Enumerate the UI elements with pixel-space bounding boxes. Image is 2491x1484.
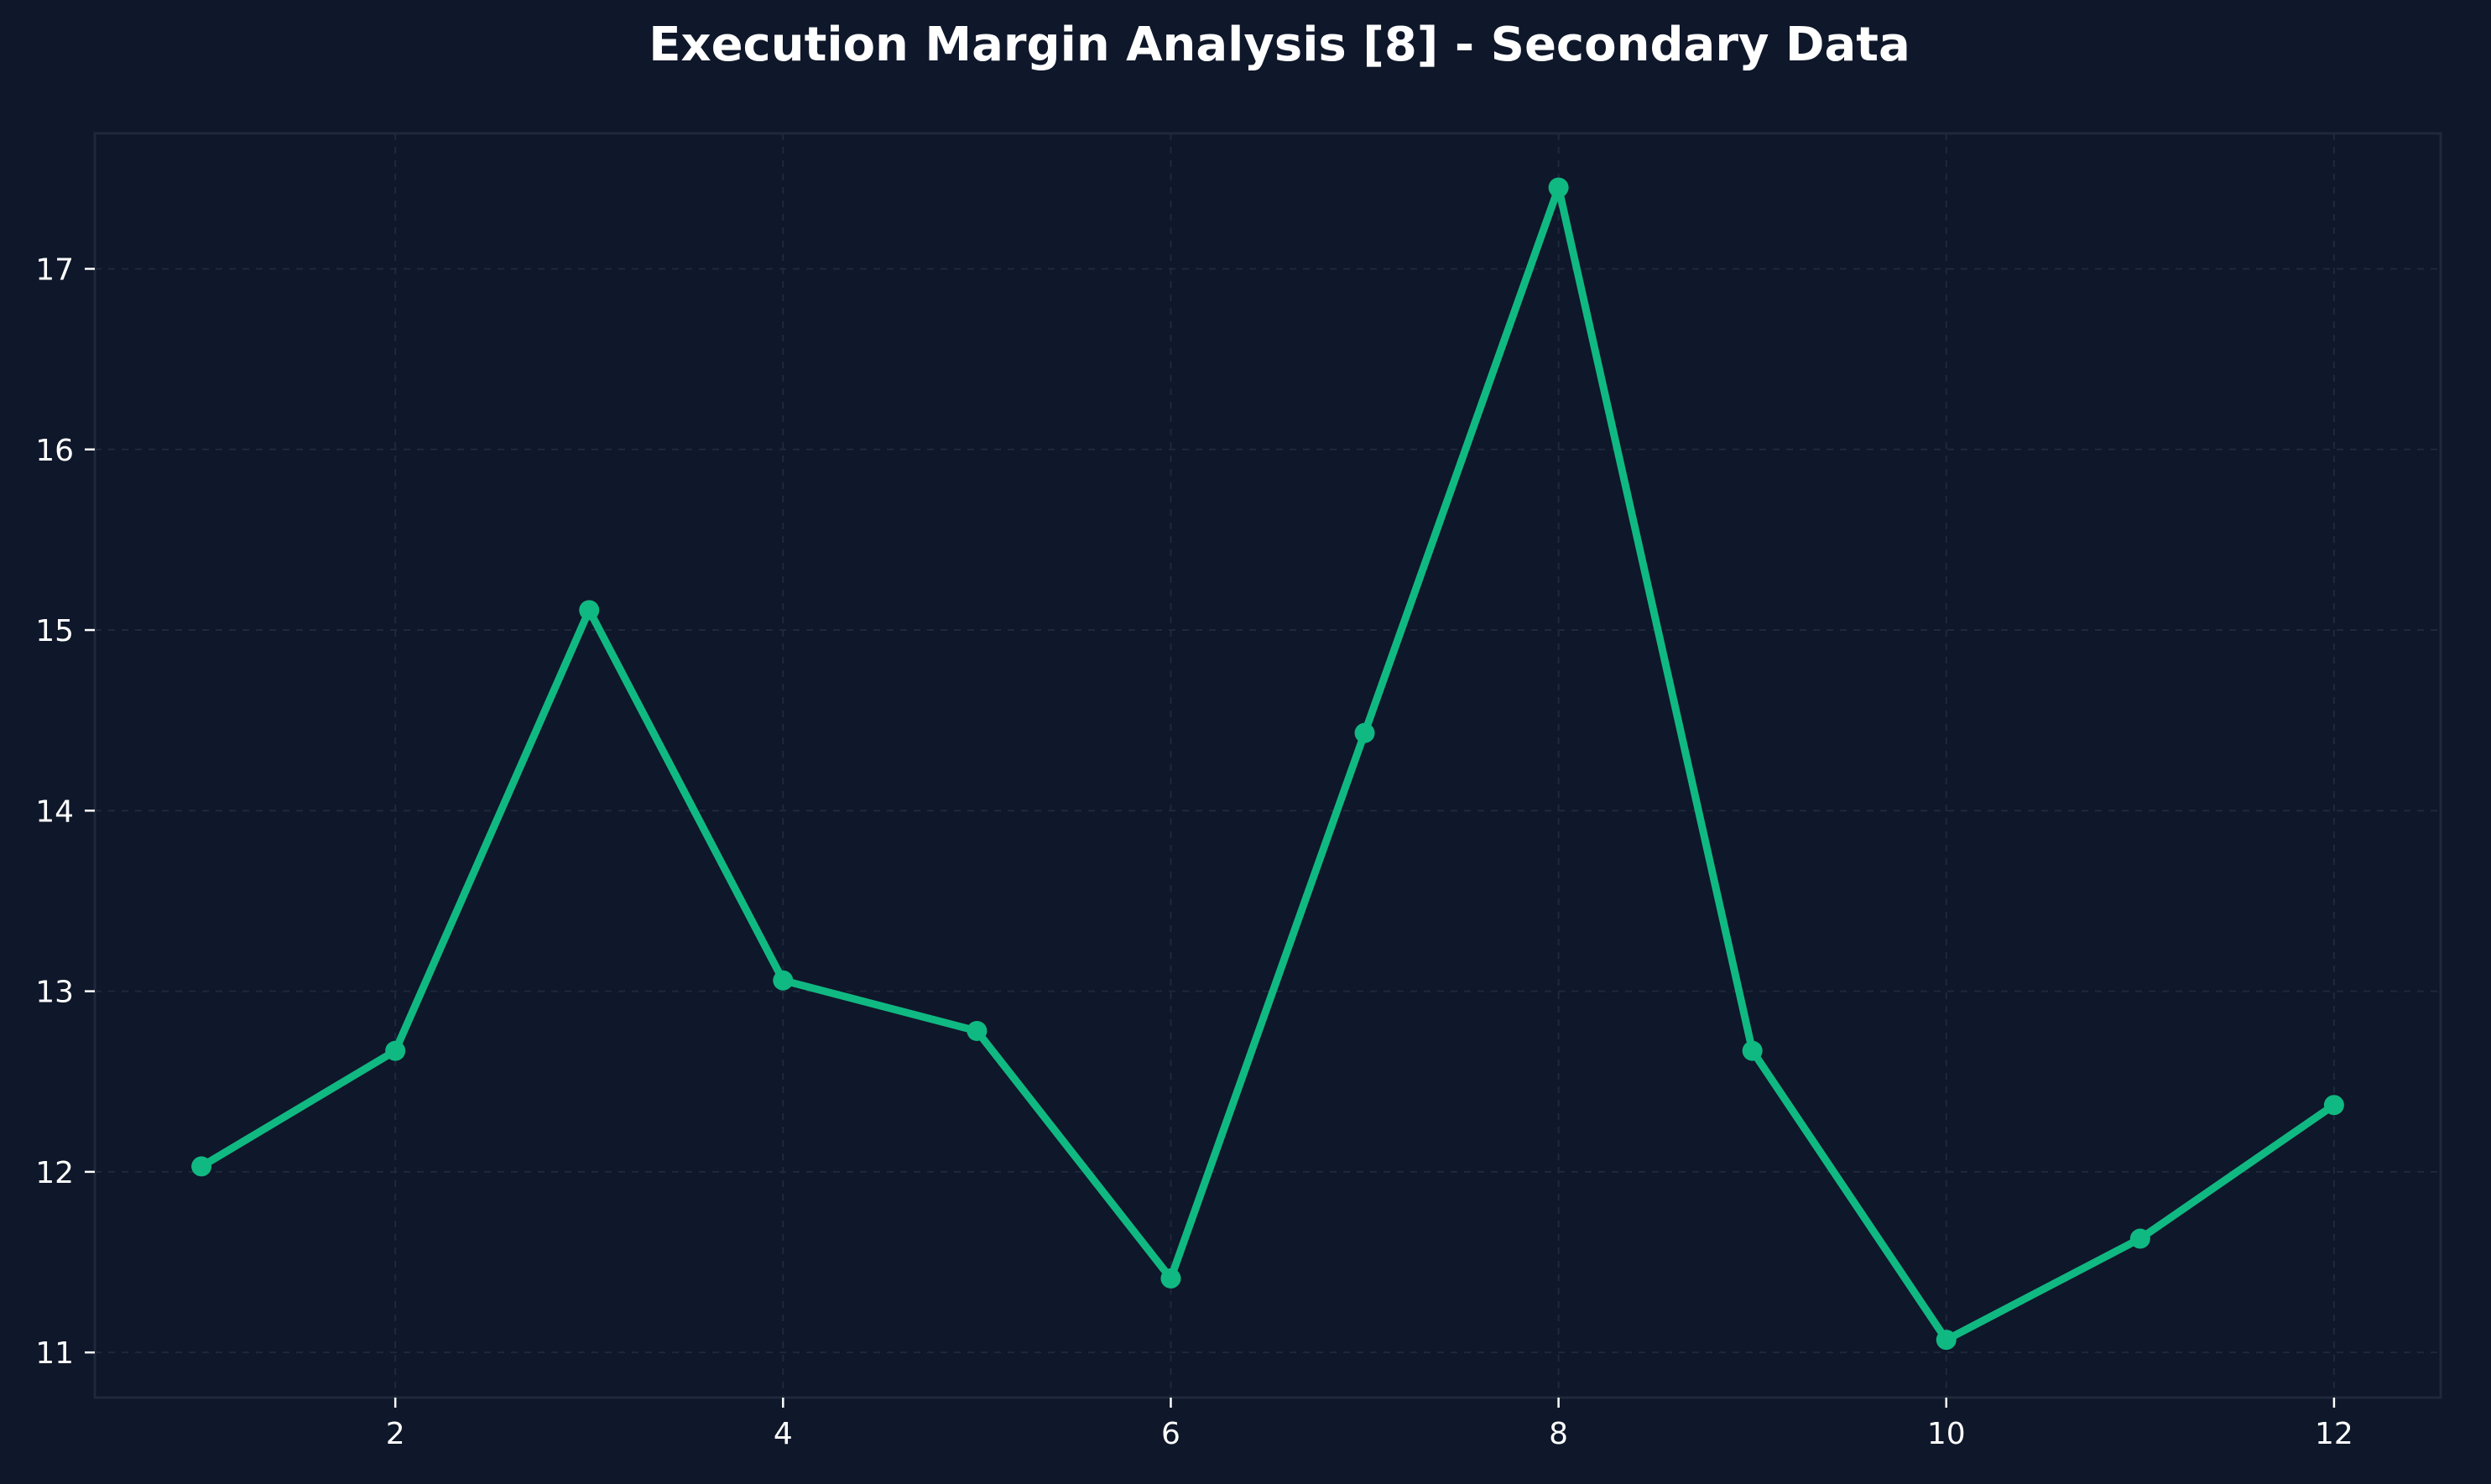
x-tick-label-8: 8	[1549, 1417, 1568, 1451]
data-point-7[interactable]	[1354, 722, 1375, 743]
x-tick-label-12: 12	[2315, 1417, 2353, 1451]
plot-frame	[93, 132, 2442, 1399]
series-line-0	[197, 184, 2338, 1344]
data-point-11[interactable]	[2129, 1228, 2150, 1249]
data-point-1[interactable]	[191, 1156, 212, 1177]
x-tick-label-4: 4	[774, 1417, 793, 1451]
x-tick-label-10: 10	[1927, 1417, 1966, 1451]
data-point-4[interactable]	[773, 970, 794, 991]
y-tick-label-16: 16	[35, 434, 74, 468]
data-point-5[interactable]	[967, 1020, 988, 1041]
y-tick-label-14: 14	[35, 794, 74, 829]
data-point-6[interactable]	[1160, 1268, 1181, 1289]
y-tick-label-13: 13	[35, 976, 74, 1010]
data-point-9[interactable]	[1742, 1040, 1763, 1061]
data-point-3[interactable]	[579, 600, 600, 621]
data-point-12[interactable]	[2323, 1095, 2344, 1116]
y-tick-label-15: 15	[35, 614, 74, 648]
data-point-8[interactable]	[1548, 177, 1569, 198]
grid	[95, 133, 2441, 1398]
chart-title: Execution Margin Analysis [8] - Secondar…	[649, 18, 1910, 72]
y-axis: 11 12 13 14 15 16 17	[35, 253, 95, 1371]
x-tick-label-6: 6	[1161, 1417, 1180, 1451]
y-tick-label-12: 12	[35, 1156, 74, 1190]
series-layer	[191, 177, 2344, 1351]
y-tick-label-17: 17	[35, 253, 74, 287]
y-tick-label-11: 11	[35, 1336, 74, 1371]
data-point-2[interactable]	[385, 1040, 406, 1061]
x-axis: 2 4 6 8 10 12	[386, 1398, 2353, 1451]
x-tick-label-2: 2	[386, 1417, 405, 1451]
data-point-10[interactable]	[1936, 1330, 1957, 1351]
